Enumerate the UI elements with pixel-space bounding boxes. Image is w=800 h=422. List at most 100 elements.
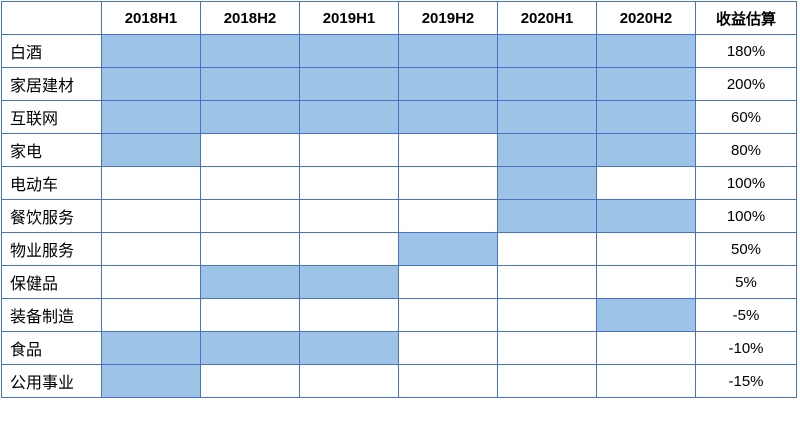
sector-label: 装备制造 — [1, 298, 102, 332]
period-cell-empty — [200, 364, 300, 398]
estimate-value: -5% — [695, 298, 797, 332]
sector-return-table: 2018H1 2018H2 2019H1 2019H2 2020H1 2020H… — [1, 1, 797, 398]
table-body: 白酒 180% 家居建材 200% 互联网 60% 家电 80% 电动车 100% 餐饮服务 100%… — [1, 34, 797, 398]
period-cell-highlighted — [596, 100, 696, 134]
period-cell-highlighted — [398, 100, 498, 134]
header-row: 2018H1 2018H2 2019H1 2019H2 2020H1 2020H… — [1, 1, 797, 35]
period-header: 2020H1 — [497, 1, 597, 35]
period-cell-highlighted — [200, 100, 300, 134]
period-cell-empty — [596, 232, 696, 266]
period-cell-highlighted — [398, 67, 498, 101]
period-cell-empty — [596, 166, 696, 200]
table-row: 电动车 100% — [1, 166, 797, 200]
table-row: 食品 -10% — [1, 331, 797, 365]
period-cell-highlighted — [596, 298, 696, 332]
period-header: 2018H2 — [200, 1, 300, 35]
period-cell-empty — [497, 364, 597, 398]
period-cell-empty — [200, 232, 300, 266]
estimate-value: 80% — [695, 133, 797, 167]
period-cell-empty — [497, 265, 597, 299]
sector-label: 物业服务 — [1, 232, 102, 266]
period-cell-empty — [299, 133, 399, 167]
period-cell-empty — [398, 331, 498, 365]
period-cell-empty — [299, 199, 399, 233]
sector-label: 白酒 — [1, 34, 102, 68]
period-cell-highlighted — [299, 34, 399, 68]
period-cell-empty — [596, 331, 696, 365]
sector-label: 家居建材 — [1, 67, 102, 101]
estimate-value: 180% — [695, 34, 797, 68]
period-header: 2019H1 — [299, 1, 399, 35]
period-cell-highlighted — [101, 133, 201, 167]
period-cell-highlighted — [299, 67, 399, 101]
sector-label: 家电 — [1, 133, 102, 167]
estimate-value: -15% — [695, 364, 797, 398]
period-cell-highlighted — [200, 67, 300, 101]
period-cell-empty — [101, 298, 201, 332]
period-cell-highlighted — [299, 331, 399, 365]
period-cell-empty — [398, 133, 498, 167]
period-cell-empty — [200, 199, 300, 233]
period-cell-highlighted — [497, 133, 597, 167]
period-cell-empty — [299, 232, 399, 266]
sector-label: 互联网 — [1, 100, 102, 134]
period-cell-highlighted — [299, 100, 399, 134]
period-cell-highlighted — [497, 166, 597, 200]
table-row: 家电 80% — [1, 133, 797, 167]
period-cell-highlighted — [596, 133, 696, 167]
period-cell-highlighted — [101, 34, 201, 68]
period-header: 2019H2 — [398, 1, 498, 35]
period-cell-empty — [299, 298, 399, 332]
period-cell-empty — [596, 364, 696, 398]
period-header: 2020H2 — [596, 1, 696, 35]
period-cell-empty — [398, 199, 498, 233]
estimate-value: -10% — [695, 331, 797, 365]
table-row: 白酒 180% — [1, 34, 797, 68]
period-cell-empty — [200, 166, 300, 200]
period-cell-empty — [497, 331, 597, 365]
period-cell-empty — [398, 265, 498, 299]
sector-label: 公用事业 — [1, 364, 102, 398]
period-cell-empty — [497, 232, 597, 266]
period-cell-empty — [101, 166, 201, 200]
estimate-value: 100% — [695, 166, 797, 200]
sector-label: 食品 — [1, 331, 102, 365]
period-cell-empty — [200, 298, 300, 332]
estimate-value: 50% — [695, 232, 797, 266]
period-cell-empty — [101, 265, 201, 299]
period-cell-highlighted — [200, 331, 300, 365]
period-cell-empty — [299, 166, 399, 200]
period-cell-empty — [596, 265, 696, 299]
period-header: 2018H1 — [101, 1, 201, 35]
sector-label: 电动车 — [1, 166, 102, 200]
period-cell-highlighted — [497, 100, 597, 134]
table-row: 餐饮服务 100% — [1, 199, 797, 233]
period-cell-empty — [200, 133, 300, 167]
table-row: 保健品 5% — [1, 265, 797, 299]
period-cell-highlighted — [398, 34, 498, 68]
table-row: 家居建材 200% — [1, 67, 797, 101]
sector-label: 餐饮服务 — [1, 199, 102, 233]
period-cell-highlighted — [596, 34, 696, 68]
period-cell-highlighted — [299, 265, 399, 299]
table-row: 装备制造 -5% — [1, 298, 797, 332]
period-cell-empty — [398, 166, 498, 200]
estimate-value: 200% — [695, 67, 797, 101]
period-cell-highlighted — [200, 34, 300, 68]
period-cell-highlighted — [398, 232, 498, 266]
corner-cell — [1, 1, 102, 35]
sector-label: 保健品 — [1, 265, 102, 299]
period-cell-highlighted — [596, 199, 696, 233]
period-cell-highlighted — [101, 67, 201, 101]
period-cell-empty — [398, 364, 498, 398]
period-cell-highlighted — [101, 100, 201, 134]
estimate-header: 收益估算 — [695, 1, 797, 35]
period-cell-highlighted — [497, 67, 597, 101]
period-cell-highlighted — [101, 364, 201, 398]
estimate-value: 100% — [695, 199, 797, 233]
period-cell-empty — [101, 199, 201, 233]
estimate-value: 5% — [695, 265, 797, 299]
period-cell-highlighted — [200, 265, 300, 299]
period-cell-empty — [398, 298, 498, 332]
period-cell-empty — [101, 232, 201, 266]
